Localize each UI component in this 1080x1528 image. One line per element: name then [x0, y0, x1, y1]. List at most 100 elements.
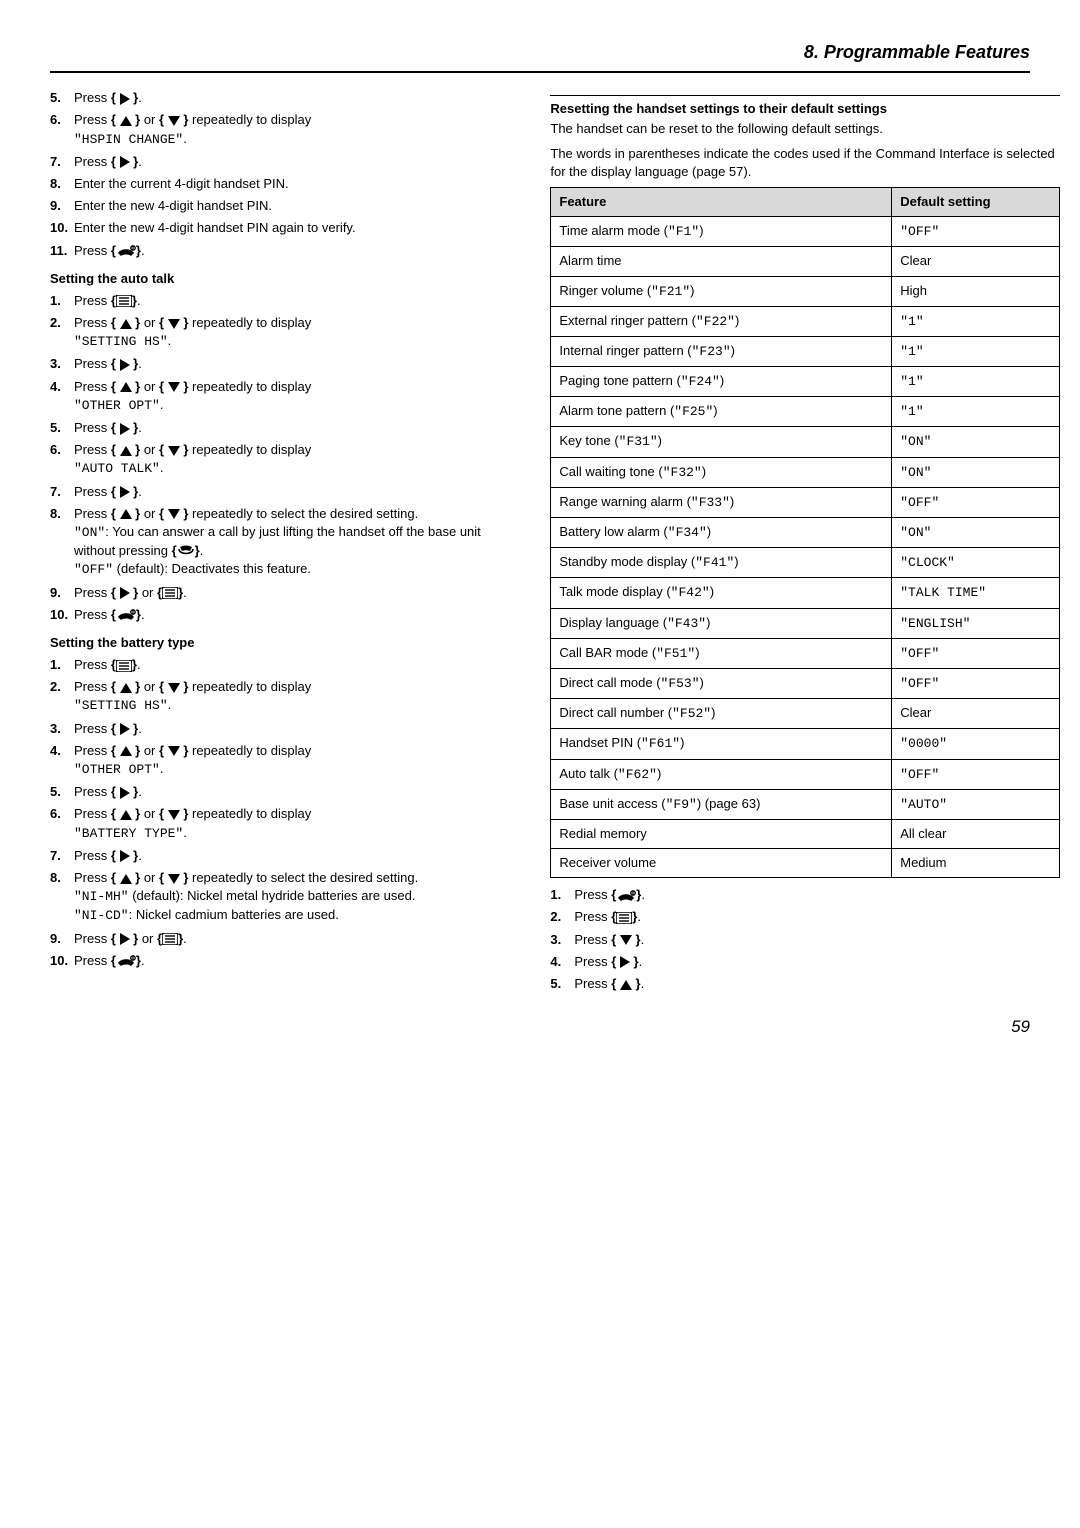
- table-body: Time alarm mode ("F1")"OFF"Alarm timeCle…: [551, 217, 1060, 878]
- code-text: "NI-CD": [74, 908, 129, 923]
- step-text: Press: [574, 932, 611, 947]
- code-text: "F42": [671, 585, 710, 600]
- step-text: .: [138, 154, 142, 169]
- step-item: 10.Press {}.: [50, 952, 520, 970]
- auto-talk-title: Setting the auto talk: [50, 270, 520, 288]
- step-item: 10.Enter the new 4-digit handset PIN aga…: [50, 219, 520, 237]
- step-text: Press: [74, 721, 111, 736]
- table-cell: Clear: [892, 699, 1060, 729]
- steps-list-a: 5.Press { }.6.Press { } or { } repeatedl…: [50, 89, 520, 260]
- step-number: 7.: [50, 847, 61, 865]
- talk-icon: {}: [172, 543, 200, 558]
- step-text: Press: [74, 379, 111, 394]
- code-text: "AUTO TALK": [74, 461, 160, 476]
- step-number: 7.: [50, 153, 61, 171]
- step-item: 5.Press { }.: [550, 975, 1060, 993]
- step-text: Press: [74, 112, 111, 127]
- up-down-arrow-icons: { } or { }: [111, 806, 189, 821]
- table-cell: "CLOCK": [892, 548, 1060, 578]
- table-cell: "ON": [892, 457, 1060, 487]
- table-cell: Call waiting tone ("F32"): [551, 457, 892, 487]
- right-arrow-icon: { }: [111, 154, 138, 169]
- step-item: 1.Press {}.: [50, 292, 520, 310]
- battery-type-title: Setting the battery type: [50, 634, 520, 652]
- steps-list-reset: 1.Press {}.2.Press {}.3.Press { }.4.Pres…: [550, 886, 1060, 993]
- step-number: 5.: [50, 783, 61, 801]
- step-item: 7.Press { }.: [50, 847, 520, 865]
- step-number: 9.: [50, 197, 61, 215]
- step-item: 5.Press { }.: [50, 89, 520, 107]
- table-cell: "1": [892, 306, 1060, 336]
- table-cell: Redial memory: [551, 819, 892, 848]
- content-columns: 5.Press { }.6.Press { } or { } repeatedl…: [50, 89, 1030, 997]
- up-down-arrow-icons: { } or { }: [111, 870, 189, 885]
- table-row: Time alarm mode ("F1")"OFF": [551, 217, 1060, 247]
- code-text: "F34": [668, 525, 707, 540]
- step-number: 2.: [50, 314, 61, 332]
- step-text: repeatedly to display: [188, 112, 311, 127]
- step-number: 4.: [550, 953, 561, 971]
- table-row: Talk mode display ("F42")"TALK TIME": [551, 578, 1060, 608]
- code-text: "ENGLISH": [900, 616, 970, 631]
- table-cell: "ENGLISH": [892, 608, 1060, 638]
- step-text: .: [160, 460, 164, 475]
- table-row: Battery low alarm ("F34")"ON": [551, 518, 1060, 548]
- left-column: 5.Press { }.6.Press { } or { } repeatedl…: [50, 89, 520, 997]
- code-text: "1": [900, 314, 923, 329]
- step-number: 6.: [50, 441, 61, 459]
- code-text: "OFF": [900, 767, 939, 782]
- step-text: .: [183, 131, 187, 146]
- step-text: .: [138, 784, 142, 799]
- step-text: Press: [74, 315, 111, 330]
- step-text: Enter the new 4-digit handset PIN.: [74, 198, 272, 213]
- table-cell: "OFF": [892, 759, 1060, 789]
- step-text: Press: [574, 909, 611, 924]
- table-cell: Standby mode display ("F41"): [551, 548, 892, 578]
- step-number: 10.: [50, 606, 68, 624]
- table-row: Key tone ("F31")"ON": [551, 427, 1060, 457]
- right-arrow-icon: { }: [111, 484, 138, 499]
- step-text: Press: [74, 293, 111, 308]
- hangup-icon: {}: [111, 607, 141, 622]
- step-number: 9.: [50, 584, 61, 602]
- step-item: 9.Press { } or {}.: [50, 930, 520, 948]
- step-number: 7.: [50, 483, 61, 501]
- code-text: "F41": [695, 555, 734, 570]
- step-number: 6.: [50, 111, 61, 129]
- right-arrow-icon: { }: [111, 848, 138, 863]
- right-arrow-icon: { }: [111, 356, 138, 371]
- step-text: .: [138, 90, 142, 105]
- table-cell: Internal ringer pattern ("F23"): [551, 336, 892, 366]
- step-item: 4.Press { }.: [550, 953, 1060, 971]
- page-number: 59: [50, 1015, 1030, 1039]
- down-arrow-icon: { }: [611, 932, 640, 947]
- reset-intro-1: The handset can be reset to the followin…: [550, 120, 1060, 138]
- table-row: External ringer pattern ("F22")"1": [551, 306, 1060, 336]
- table-row: Call waiting tone ("F32")"ON": [551, 457, 1060, 487]
- right-arrow-icon: { }: [111, 784, 138, 799]
- table-row: Alarm tone pattern ("F25")"1": [551, 397, 1060, 427]
- step-text: Press: [74, 870, 111, 885]
- step-number: 4.: [50, 742, 61, 760]
- table-cell: "ON": [892, 518, 1060, 548]
- step-number: 3.: [50, 720, 61, 738]
- table-cell: "OFF": [892, 487, 1060, 517]
- up-down-arrow-icons: { } or { }: [111, 442, 189, 457]
- table-cell: "OFF": [892, 638, 1060, 668]
- step-text: .: [160, 397, 164, 412]
- step-item: 3.Press { }.: [50, 720, 520, 738]
- table-row: Direct call number ("F52")Clear: [551, 699, 1060, 729]
- table-header-default: Default setting: [892, 187, 1060, 216]
- rule: [550, 95, 1060, 96]
- substep: "NI-CD": Nickel cadmium batteries are us…: [74, 906, 520, 925]
- table-cell: "0000": [892, 729, 1060, 759]
- substep: "ON": You can answer a call by just lift…: [74, 523, 520, 560]
- step-number: 1.: [50, 292, 61, 310]
- up-down-arrow-icons: { } or { }: [111, 679, 189, 694]
- code-text: "OTHER OPT": [74, 398, 160, 413]
- table-cell: Medium: [892, 849, 1060, 878]
- code-text: "F9": [666, 797, 697, 812]
- table-cell: "TALK TIME": [892, 578, 1060, 608]
- step-item: 4.Press { } or { } repeatedly to display…: [50, 378, 520, 415]
- table-cell: Handset PIN ("F61"): [551, 729, 892, 759]
